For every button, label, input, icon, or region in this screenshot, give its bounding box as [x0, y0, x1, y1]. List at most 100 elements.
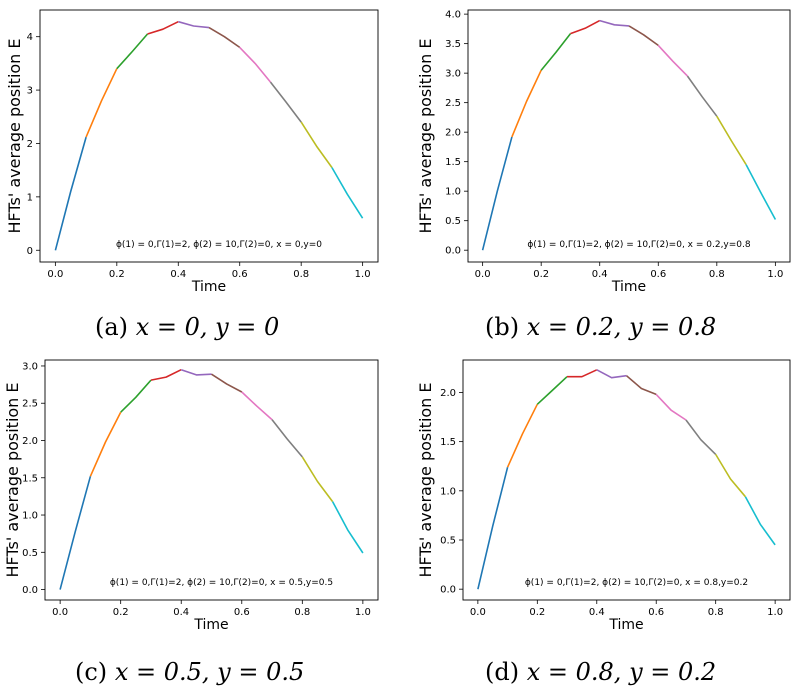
chart-b-y-tick-label: 0.5	[445, 216, 461, 227]
chart-b-frame	[467, 9, 791, 263]
chart-a-series-line-4	[147, 20, 179, 35]
chart-c-y-tick-label: 2.5	[22, 399, 38, 410]
caption-c-math: x = 0.5, y = 0.5	[114, 658, 305, 686]
chart-b-y-axis-label: HFTs' average position E	[416, 38, 435, 233]
chart-b-series-line-10	[745, 164, 777, 220]
chart-a-series-line-3	[116, 33, 149, 70]
chart-b-x-tick-label: 0.2	[533, 269, 549, 280]
caption-b-letter: (b)	[485, 313, 520, 341]
chart-c-x-axis-label: Time	[193, 617, 228, 633]
chart-a-x-tick-label: 1.0	[355, 269, 371, 280]
chart-d-y-tick-label: 0.0	[440, 585, 456, 596]
chart-a-x-tick-label: 0.4	[170, 269, 186, 280]
chart-c-series-line-4	[150, 368, 182, 381]
chart-b-series-line-8	[686, 75, 718, 117]
chart-a-series-line-7	[239, 46, 272, 83]
chart-a-frame	[39, 9, 379, 263]
chart-d-series-line-3	[536, 376, 568, 405]
chart-panel-c: 0.0 0.2 0.4 0.6 0.8 1.0 0.0 0.5 1.0 1.5 2.0 2.5 3.0 ϕ…	[0, 345, 400, 690]
chart-d-y-tick-label: 2.0	[440, 388, 456, 399]
chart-c-x-tick-label: 0.2	[113, 607, 129, 618]
caption-b: (b) x = 0.2, y = 0.8	[485, 313, 716, 341]
chart-b-y-tick-label: 2.0	[445, 128, 461, 139]
chart-a-x-tick-label: 0.6	[232, 269, 248, 280]
caption-b-math: x = 0.2, y = 0.8	[526, 313, 717, 341]
chart-d-y-axis-label: HFTs' average position E	[416, 382, 435, 577]
chart-a-series-line-2	[85, 68, 118, 138]
chart-b-x-tick-label: 0.0	[475, 269, 491, 280]
chart-a-series-line-6	[208, 26, 241, 49]
chart-d-series-line-8	[685, 419, 717, 455]
chart-c-series-line-9	[301, 456, 334, 503]
chart-a-svg: 0.0 0.2 0.4 0.6 0.8 1.0 0 1 2 3 4 ϕ(1) = 0,Γ(1)=2, …	[5, 9, 379, 295]
chart-c-frame	[44, 359, 379, 601]
chart-b-y-tick-label: 3.5	[445, 39, 461, 50]
chart-d-annotation: ϕ(1) = 0,Γ(1)=2, ϕ(2) = 10,Γ(2)=0, x = 0…	[525, 578, 748, 588]
caption-a-math: x = 0, y = 0	[135, 313, 280, 341]
chart-a-y-tick-label: 0	[27, 246, 33, 257]
caption-c: (c) x = 0.5, y = 0.5	[75, 658, 304, 686]
chart-d-y-tick-label: 1.5	[440, 437, 456, 448]
chart-c-series-line-6	[211, 373, 243, 393]
chart-d-series-line-5	[596, 369, 627, 379]
chart-c-series-line-5	[180, 368, 212, 376]
chart-b-y-tick-label: 4.0	[445, 10, 461, 21]
chart-a-x-tick-label: 0.0	[47, 269, 63, 280]
chart-d-x-tick-label: 0.0	[470, 607, 486, 618]
chart-d-x-tick-label: 0.2	[529, 607, 545, 618]
chart-b-series-line-3	[540, 33, 572, 71]
chart-a-series-line-8	[269, 81, 302, 123]
chart-a-series-line-1	[54, 136, 87, 251]
chart-c-annotation: ϕ(1) = 0,Γ(1)=2, ϕ(2) = 10,Γ(2)=0, x = 0…	[110, 578, 333, 588]
chart-d-y-tick-label: 1.0	[440, 486, 456, 497]
chart-a-y-axis-label: HFTs' average position E	[5, 38, 24, 233]
chart-b-annotation: ϕ(1) = 0,Γ(1)=2, ϕ(2) = 10,Γ(2)=0, x = 0…	[527, 240, 751, 250]
chart-b-y-tick-label: 3.0	[445, 69, 461, 80]
chart-b-x-tick-label: 1.0	[767, 269, 783, 280]
chart-a-x-tick-label: 0.2	[109, 269, 125, 280]
chart-c-y-tick-label: 0.5	[22, 548, 38, 559]
chart-a-x-axis-label: Time	[191, 279, 226, 295]
chart-d-x-axis-label: Time	[608, 617, 643, 633]
chart-a-y-tick-label: 3	[27, 86, 33, 97]
chart-d-series-line-6	[625, 375, 657, 396]
chart-b-series-line-5	[599, 19, 630, 27]
chart-c-y-tick-label: 0.0	[22, 585, 38, 596]
caption-c-letter: (c)	[75, 658, 108, 686]
chart-b-y-tick-label: 1.0	[445, 187, 461, 198]
chart-c-x-tick-label: 1.0	[355, 607, 371, 618]
chart-c-svg: 0.0 0.2 0.4 0.6 0.8 1.0 0.0 0.5 1.0 1.5 2.0 2.5 3.0 ϕ…	[3, 359, 379, 633]
chart-panel-a: 0.0 0.2 0.4 0.6 0.8 1.0 0 1 2 3 4 ϕ(1) = 0,Γ(1)=2, …	[0, 0, 400, 345]
caption-d: (d) x = 0.8, y = 0.2	[485, 658, 716, 686]
chart-c-x-tick-label: 0.0	[52, 607, 68, 618]
chart-c-y-tick-label: 1.0	[22, 511, 38, 522]
chart-d-x-tick-label: 0.6	[648, 607, 664, 618]
chart-b-series-line-7	[657, 44, 689, 77]
chart-c-series-line-3	[120, 379, 152, 413]
chart-panel-b: 0.0 0.2 0.4 0.6 0.8 1.0 0.0 0.5 1.0 1.5 2.0 2.5 3.0 3…	[400, 0, 801, 345]
chart-d-series-line-1	[477, 467, 509, 590]
chart-b-series-line-4	[570, 19, 601, 35]
chart-d-series-line-4	[567, 369, 598, 378]
chart-b-series-line-2	[511, 69, 542, 138]
chart-b-y-tick-label: 2.5	[445, 98, 461, 109]
chart-d-series-line-2	[506, 403, 539, 468]
chart-a-series-line-5	[178, 20, 210, 29]
chart-a-annotation: ϕ(1) = 0,Γ(1)=2, ϕ(2) = 10,Γ(2)=0, x = 0…	[116, 240, 322, 250]
chart-b-x-tick-label: 0.6	[650, 269, 666, 280]
chart-b-series-line-1	[481, 136, 513, 251]
chart-c-series-line-8	[271, 419, 303, 458]
caption-a-letter: (a)	[95, 313, 129, 341]
chart-d-svg: 0.0 0.2 0.4 0.6 0.8 1.0 0.0 0.5 1.0 1.5 2.0 ϕ(1) = …	[416, 359, 791, 633]
caption-a: (a) x = 0, y = 0	[95, 313, 279, 341]
chart-d-x-tick-label: 0.4	[589, 607, 605, 618]
chart-c-y-tick-label: 3.0	[22, 361, 38, 372]
chart-d-frame	[462, 359, 791, 601]
chart-b-x-tick-label: 0.4	[592, 269, 608, 280]
chart-d-y-tick-label: 0.5	[440, 536, 456, 547]
chart-c-series-line-7	[241, 391, 273, 421]
chart-d-x-tick-label: 0.8	[708, 607, 724, 618]
chart-c-y-axis-label: HFTs' average position E	[3, 382, 22, 577]
chart-d-series-line-7	[655, 393, 687, 421]
chart-c-x-tick-label: 0.8	[294, 607, 310, 618]
